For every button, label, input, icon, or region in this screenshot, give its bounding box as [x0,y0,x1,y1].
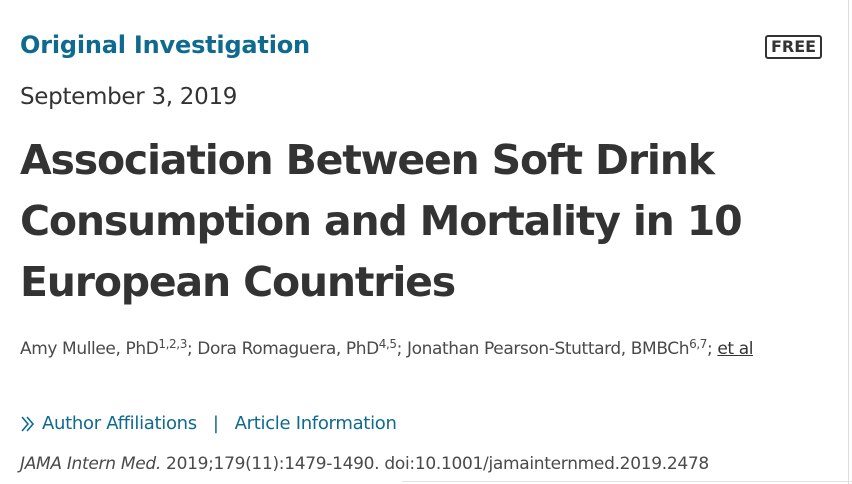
page-divider-horizontal [402,481,852,482]
author-name[interactable]: Dora Romaguera, PhD [197,339,379,359]
author-affiliation-refs[interactable]: 6,7 [689,337,708,351]
author-affiliations-label: Author Affiliations [42,413,197,434]
author-list: Amy Mullee, PhD1,2,3; Dora Romaguera, Ph… [20,334,810,365]
author-affiliation-refs[interactable]: 1,2,3 [158,337,187,351]
publication-date: September 3, 2019 [20,84,238,110]
author-name[interactable]: Jonathan Pearson-Stuttard, BMBCh [407,339,690,359]
article-information-link[interactable]: Article Information [234,413,397,434]
author-affiliations-link[interactable]: Author Affiliations [20,412,197,436]
article-meta-links: Author Affiliations | Article Informatio… [20,412,397,436]
article-header: Original Investigation FREE September 3,… [20,0,823,484]
link-separator: | [212,413,219,434]
author-name[interactable]: Amy Mullee, PhD [20,339,159,359]
author-separator: ; [707,339,718,359]
article-type-label[interactable]: Original Investigation [20,31,310,59]
page-divider-vertical [848,0,849,484]
citation-journal: JAMA Intern Med. [20,454,161,474]
free-access-badge: FREE [765,35,823,59]
citation-details: 2019;179(11):1479-1490. doi:10.1001/jama… [160,454,709,474]
author-affiliation-refs[interactable]: 4,5 [378,337,397,351]
chevron-double-right-icon [21,416,35,432]
author-separator: ; [396,339,407,359]
citation: JAMA Intern Med. 2019;179(11):1479-1490.… [20,452,709,476]
article-title: Association Between Soft Drink Consumpti… [20,136,743,306]
author-separator: ; [186,339,198,359]
et-al-link[interactable]: et al [717,339,754,359]
